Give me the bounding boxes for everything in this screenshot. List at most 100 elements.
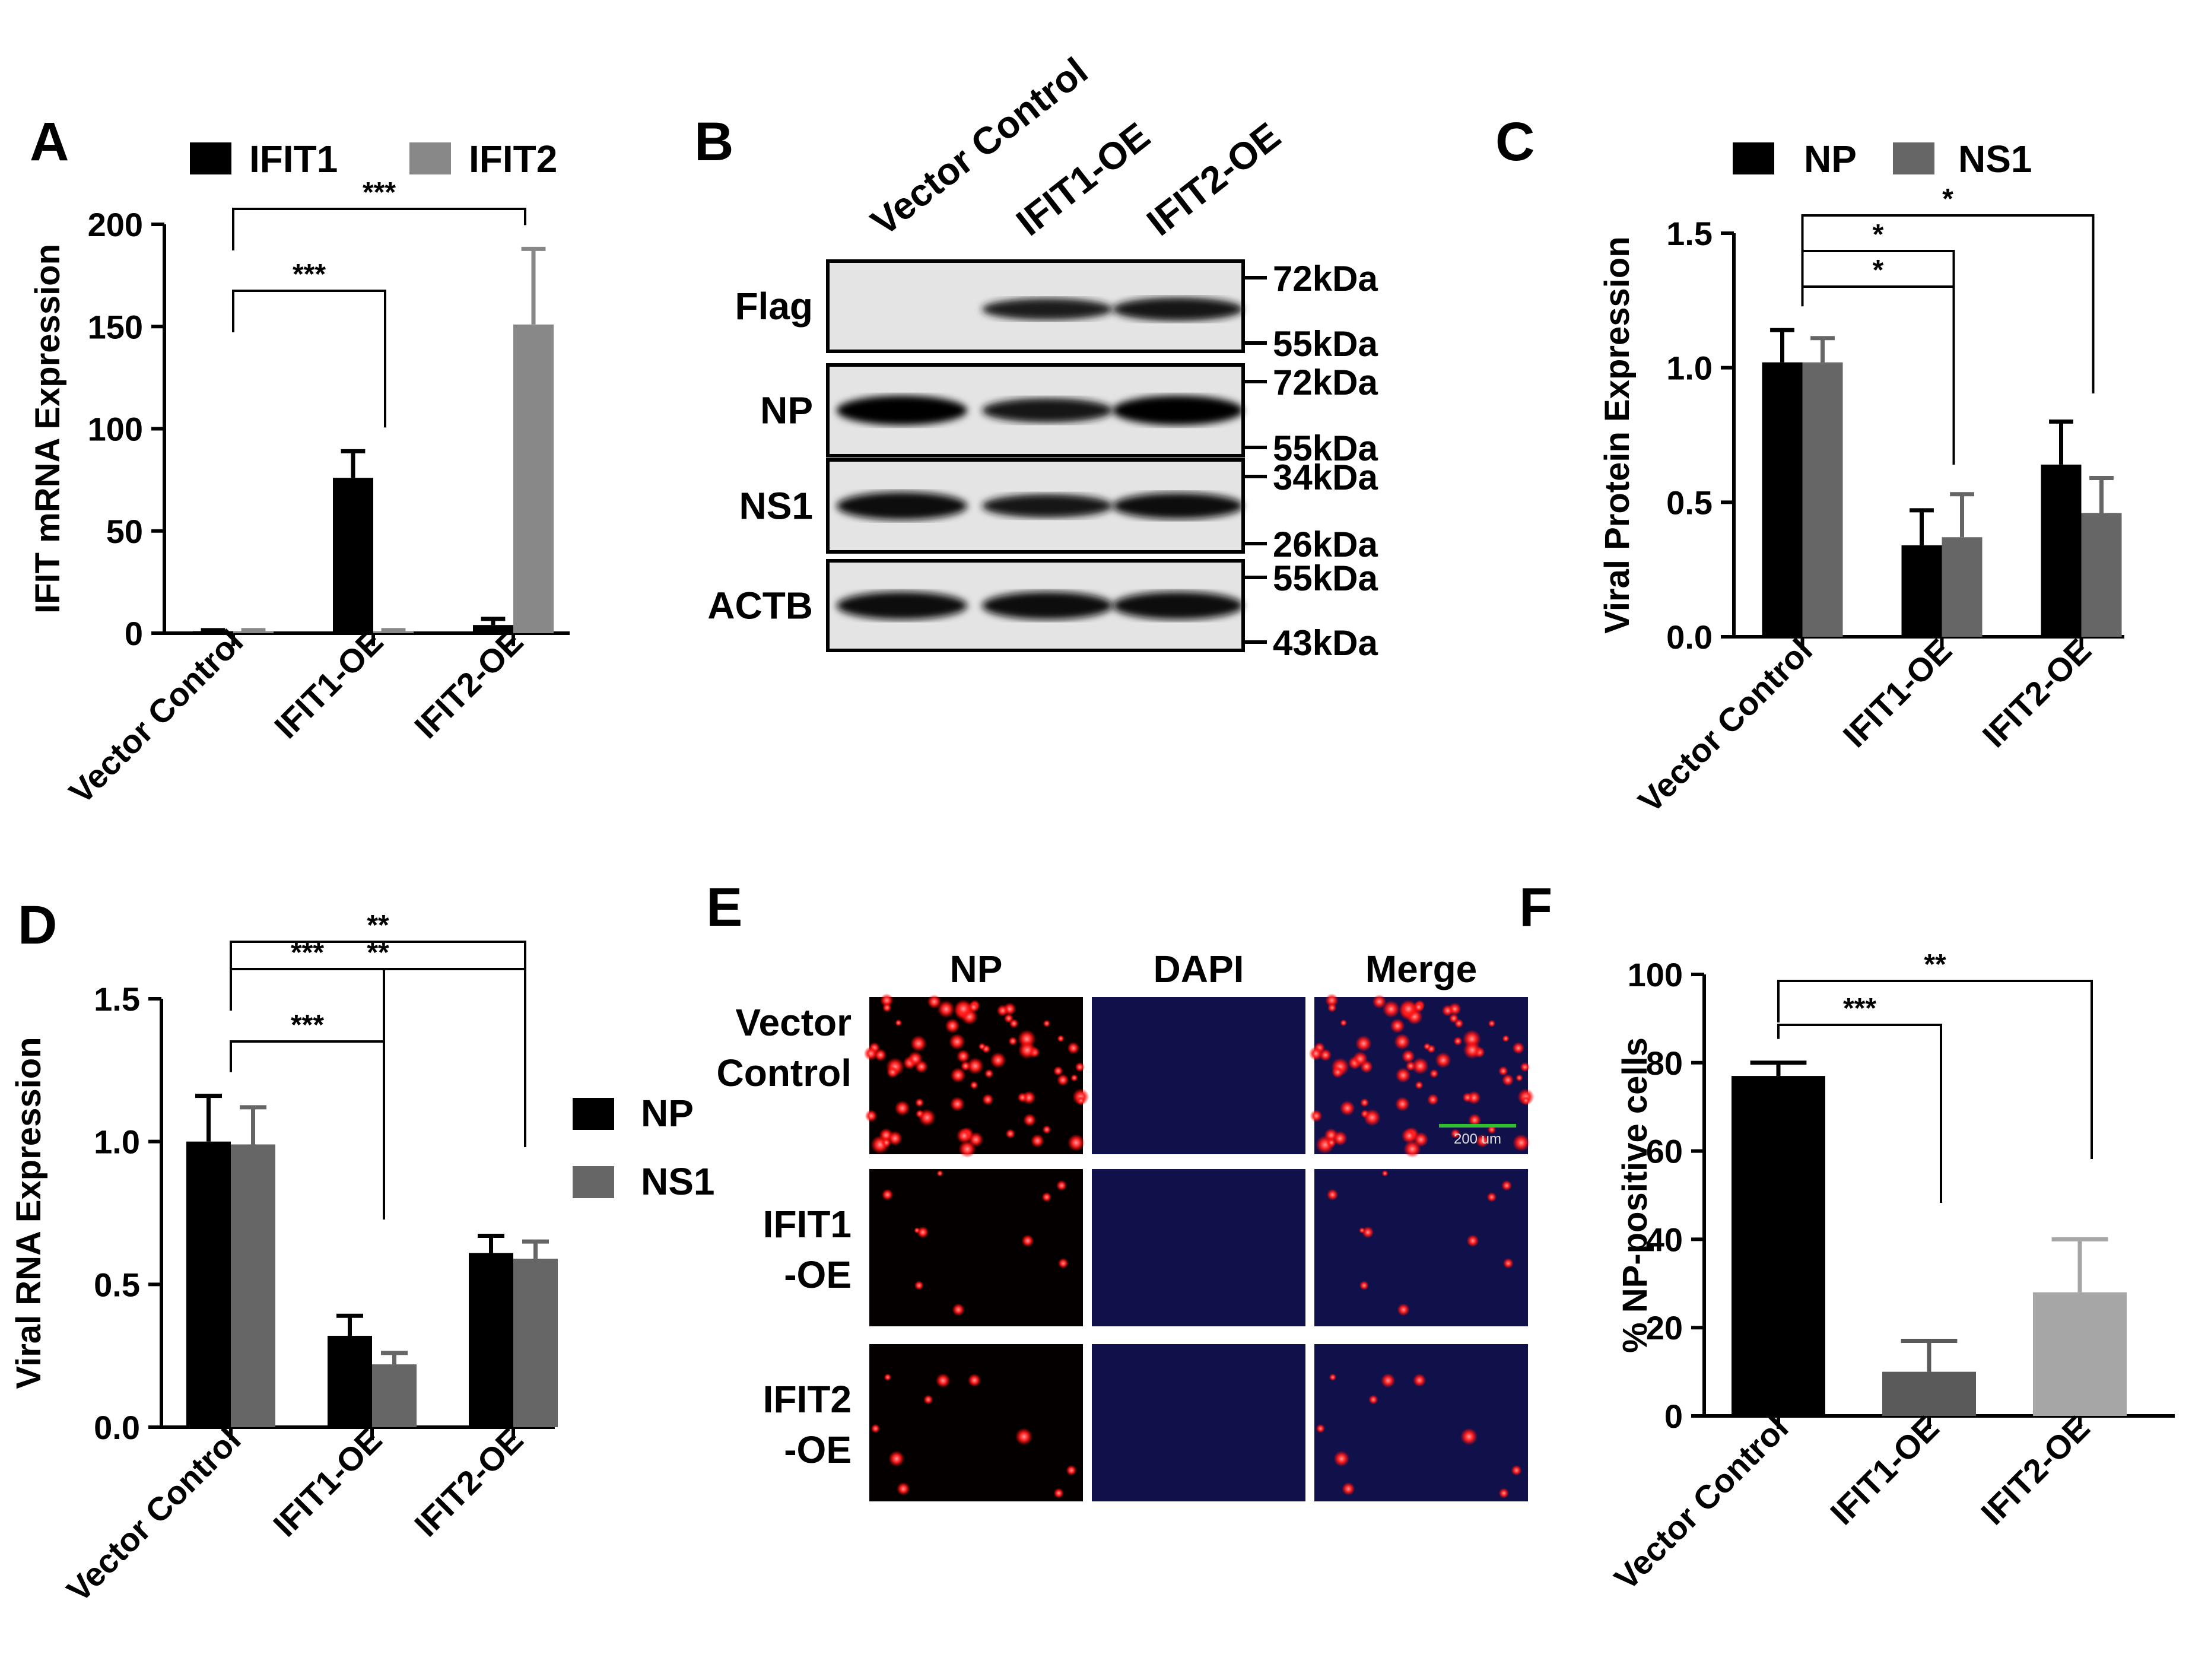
np-signal-dot	[871, 1424, 881, 1434]
np-signal-dot	[1475, 1133, 1489, 1148]
np-signal-dot	[1463, 1041, 1482, 1059]
legend-swatch-ifit1	[190, 142, 231, 174]
x-tick-label: Vector Control	[62, 623, 250, 811]
chart-f: 0 20 40 60 80 100 % NP-positive cells Vector Co…	[1607, 949, 2175, 1597]
np-signal-dot	[1359, 1281, 1369, 1291]
np-signal-dot	[1368, 1395, 1378, 1405]
micro-tile-dapi	[1092, 1169, 1305, 1326]
np-signal-dot	[949, 1096, 965, 1111]
np-signal-dot	[1053, 1066, 1063, 1076]
np-signal-dot	[937, 1000, 955, 1018]
panel-letter-e: E	[706, 877, 742, 938]
np-signal-dot	[882, 1003, 892, 1012]
significance-bracket	[232, 208, 526, 250]
np-signal-dot	[1468, 1113, 1482, 1127]
np-signal-dot	[1339, 1100, 1355, 1116]
np-signal-dot	[865, 1109, 878, 1122]
blot-row-label: NS1	[739, 485, 814, 528]
np-signal-dot	[967, 1057, 984, 1075]
significance-bracket	[1777, 1024, 1942, 1203]
blot-band	[982, 298, 1113, 320]
np-signal-dot	[1394, 1096, 1410, 1111]
np-signal-dot	[952, 1303, 965, 1316]
marker-label: 43kDa	[1273, 623, 1378, 663]
np-signal-dot	[923, 1395, 933, 1405]
np-signal-dot	[1488, 1020, 1496, 1028]
significance-label: ***	[1843, 993, 1876, 1024]
np-signal-dot	[1056, 1180, 1068, 1191]
x-tick-label: IFIT2-OE	[1975, 631, 2098, 754]
legend-label-np: NP	[1804, 138, 1857, 180]
x-tick-label: IFIT1-OE	[266, 1421, 389, 1544]
y-axis-label: % NP-positive cells	[1616, 1037, 1654, 1353]
panel-letter-d: D	[18, 895, 57, 955]
np-signal-dot	[1327, 1003, 1337, 1012]
np-signal-dot	[1502, 1257, 1514, 1269]
significance-label: *	[1873, 255, 1884, 286]
np-signal-dot	[1403, 1140, 1421, 1158]
legend-a: IFIT1 IFIT2	[190, 138, 557, 180]
bar-ifit1-oe-np	[1901, 545, 1942, 637]
np-signal-dot	[1008, 1036, 1018, 1046]
significance-label: *	[1873, 219, 1884, 250]
np-signal-dot	[1427, 1093, 1439, 1106]
bar-ifit2-oe-np	[469, 1253, 513, 1427]
scale-bar-label: 200 um	[1454, 1131, 1501, 1147]
np-signal-dot	[958, 1140, 976, 1158]
np-signal-dot	[1390, 1018, 1405, 1034]
significance-bracket	[232, 290, 386, 428]
np-signal-dot	[881, 1189, 894, 1201]
np-signal-dot	[1380, 1373, 1396, 1388]
np-signal-dot	[1070, 1074, 1078, 1082]
np-signal-dot	[1057, 1034, 1065, 1043]
marker-label: 55kDa	[1273, 324, 1378, 364]
np-signal-dot	[950, 1067, 966, 1083]
np-signal-dot	[1511, 1465, 1522, 1476]
x-tick-label: IFIT2-OE	[1974, 1409, 2096, 1532]
np-signal-dot	[936, 1170, 943, 1177]
significance-label: ***	[363, 177, 396, 208]
np-signal-dot	[1316, 1424, 1326, 1434]
np-signal-dot	[1415, 1081, 1424, 1090]
significance-bracket	[1801, 214, 2095, 393]
x-tick-label: Vector Control	[59, 1421, 247, 1609]
np-signal-dot	[1401, 1128, 1418, 1144]
np-signal-dot	[970, 1081, 978, 1090]
y-tick-label: 1.5	[1666, 215, 1713, 252]
x-tick-label: IFIT1-OE	[1823, 1409, 1946, 1532]
np-signal-dot	[915, 1098, 924, 1107]
micro-tile-dapi	[1092, 1344, 1305, 1501]
blot-row-label: NP	[760, 389, 813, 432]
y-tick-label: 0.5	[1666, 484, 1713, 521]
legend-label-ns1: NS1	[641, 1160, 715, 1203]
chart-c: 0.0 0.5 1.0 1.5 Viral Protein ExpressionVect…	[1598, 183, 2124, 820]
np-signal-dot	[1453, 1036, 1463, 1046]
significance-label: **	[1924, 949, 1946, 980]
np-signal-dot	[887, 1066, 899, 1078]
bar-vector-control-np	[186, 1141, 231, 1427]
y-axis-label: Viral RNA Expression	[9, 1037, 48, 1389]
np-signal-dot	[1342, 1482, 1355, 1496]
np-signal-dot	[1015, 1428, 1033, 1446]
western-blot: Vector ControlIFIT1-OEIFIT2-OEFlag72kDa5…	[707, 49, 1378, 663]
np-signal-dot	[1498, 1066, 1508, 1076]
np-signal-dot	[954, 999, 973, 1018]
legend-label-ifit1: IFIT1	[249, 138, 338, 180]
np-signal-dot	[1332, 1130, 1348, 1146]
np-signal-dot	[1359, 1227, 1365, 1234]
np-signal-dot	[984, 1069, 994, 1078]
bar-ifit1-oe-ifit1	[333, 478, 373, 633]
np-signal-dot	[1429, 1069, 1439, 1078]
bar-ifit2-oe-np	[2041, 464, 2082, 637]
y-tick-label: 0.0	[94, 1409, 140, 1446]
np-signal-dot	[981, 1093, 994, 1106]
np-signal-dot	[1332, 1066, 1344, 1078]
np-signal-dot	[1075, 1062, 1085, 1072]
blot-row-label: Flag	[735, 285, 813, 328]
np-signal-dot	[1516, 1074, 1523, 1082]
bar-ifit1-oe-ns1	[372, 1364, 417, 1427]
np-signal-dot	[1363, 1109, 1381, 1126]
x-tick-label: Vector Control	[1607, 1409, 1795, 1597]
legend-swatch-np	[1733, 142, 1774, 174]
